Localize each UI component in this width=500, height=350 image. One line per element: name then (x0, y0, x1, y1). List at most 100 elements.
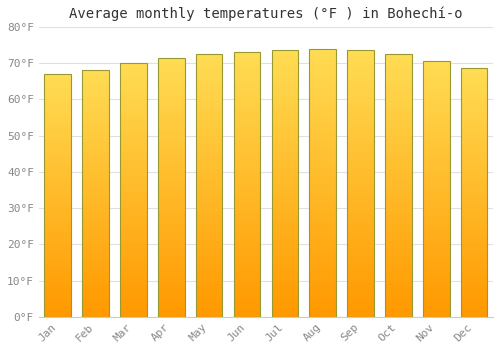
Bar (461, 245, 487, 248)
Bar (272, 154, 298, 157)
Bar (348, 270, 374, 273)
Bar (423, 71, 450, 74)
Bar (423, 112, 450, 116)
Bar (348, 217, 374, 220)
Bar (423, 186, 450, 189)
Bar (196, 70, 222, 74)
Bar (44, 138, 71, 141)
Bar (423, 132, 450, 135)
Bar (44, 77, 71, 80)
Bar (158, 310, 184, 314)
Bar (272, 230, 298, 233)
Bar (120, 266, 146, 269)
Bar (310, 62, 336, 65)
Bar (196, 208, 222, 212)
Bar (82, 120, 109, 122)
Bar (272, 190, 298, 194)
Bar (196, 80, 222, 84)
Bar (461, 301, 487, 304)
Bar (158, 171, 184, 174)
Bar (310, 142, 336, 146)
Bar (234, 65, 260, 69)
Bar (385, 267, 411, 271)
Bar (196, 274, 222, 278)
Bar (196, 192, 222, 195)
Bar (385, 146, 411, 149)
Bar (385, 304, 411, 307)
Bar (44, 217, 71, 220)
Bar (348, 267, 374, 270)
Bar (348, 224, 374, 227)
Bar (385, 241, 411, 245)
Bar (44, 274, 71, 277)
Bar (158, 177, 184, 181)
Bar (272, 134, 298, 137)
Bar (423, 87, 450, 90)
Bar (120, 215, 146, 218)
Bar (272, 57, 298, 60)
Bar (158, 216, 184, 219)
Bar (272, 163, 298, 167)
Bar (82, 203, 109, 206)
Bar (348, 60, 374, 64)
Bar (461, 103, 487, 106)
Bar (158, 77, 184, 80)
Bar (385, 290, 411, 294)
Bar (82, 252, 109, 255)
Bar (44, 122, 71, 126)
Bar (310, 102, 336, 106)
Bar (82, 255, 109, 258)
Bar (385, 189, 411, 192)
Bar (423, 192, 450, 195)
Bar (234, 310, 260, 314)
Bar (234, 300, 260, 303)
Bar (44, 262, 71, 265)
Bar (120, 66, 146, 69)
Bar (385, 87, 411, 90)
Bar (348, 134, 374, 137)
Bar (234, 257, 260, 260)
Bar (310, 216, 336, 219)
Bar (385, 74, 411, 77)
Bar (348, 50, 374, 317)
Bar (310, 146, 336, 149)
Bar (272, 210, 298, 214)
Bar (120, 123, 146, 126)
Bar (82, 243, 109, 246)
Bar (310, 92, 336, 96)
Bar (120, 222, 146, 225)
Bar (348, 54, 374, 57)
Bar (348, 154, 374, 157)
Bar (272, 117, 298, 120)
Bar (423, 250, 450, 253)
Bar (272, 170, 298, 174)
Bar (272, 177, 298, 180)
Bar (44, 153, 71, 156)
Bar (82, 277, 109, 280)
Bar (461, 112, 487, 115)
Bar (196, 110, 222, 113)
Bar (310, 189, 336, 193)
Bar (196, 169, 222, 172)
Bar (423, 256, 450, 259)
Bar (423, 119, 450, 122)
Bar (423, 237, 450, 240)
Bar (158, 93, 184, 97)
Bar (82, 197, 109, 200)
Bar (82, 83, 109, 86)
Bar (120, 89, 146, 92)
Bar (461, 267, 487, 270)
Bar (158, 106, 184, 110)
Bar (82, 150, 109, 154)
Bar (310, 314, 336, 317)
Bar (44, 268, 71, 271)
Bar (44, 98, 71, 101)
Bar (423, 77, 450, 80)
Bar (385, 245, 411, 248)
Bar (461, 205, 487, 208)
Bar (196, 133, 222, 136)
Bar (82, 160, 109, 163)
Bar (310, 96, 336, 99)
Bar (272, 277, 298, 280)
Bar (44, 171, 71, 174)
